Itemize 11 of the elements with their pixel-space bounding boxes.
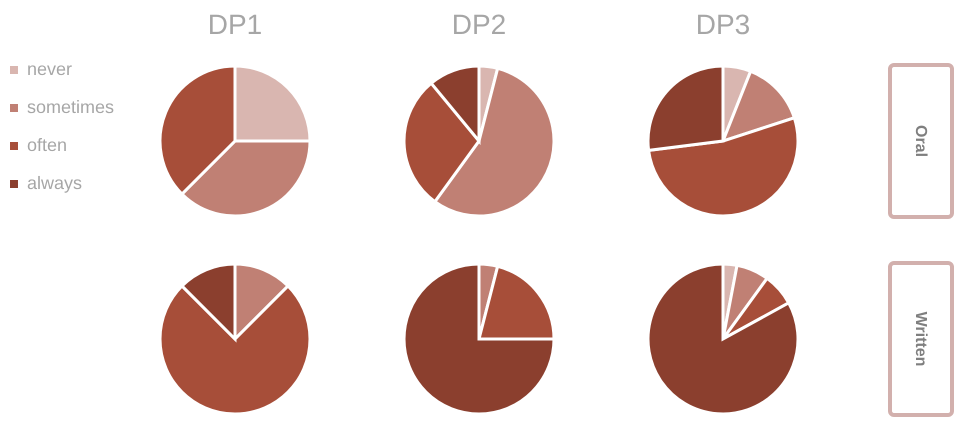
legend-label: often	[27, 135, 68, 155]
text: Written	[912, 312, 929, 366]
chart-title: DP1	[208, 9, 262, 40]
legend-label: always	[27, 173, 82, 193]
chart-title: DP2	[452, 9, 506, 40]
text: Oral	[912, 124, 929, 158]
legend-label: never	[27, 59, 72, 79]
pie-slice	[646, 262, 800, 416]
legend-label: sometimes	[27, 97, 114, 117]
chart-title: DP3	[696, 9, 750, 40]
pie-slice	[402, 262, 556, 416]
